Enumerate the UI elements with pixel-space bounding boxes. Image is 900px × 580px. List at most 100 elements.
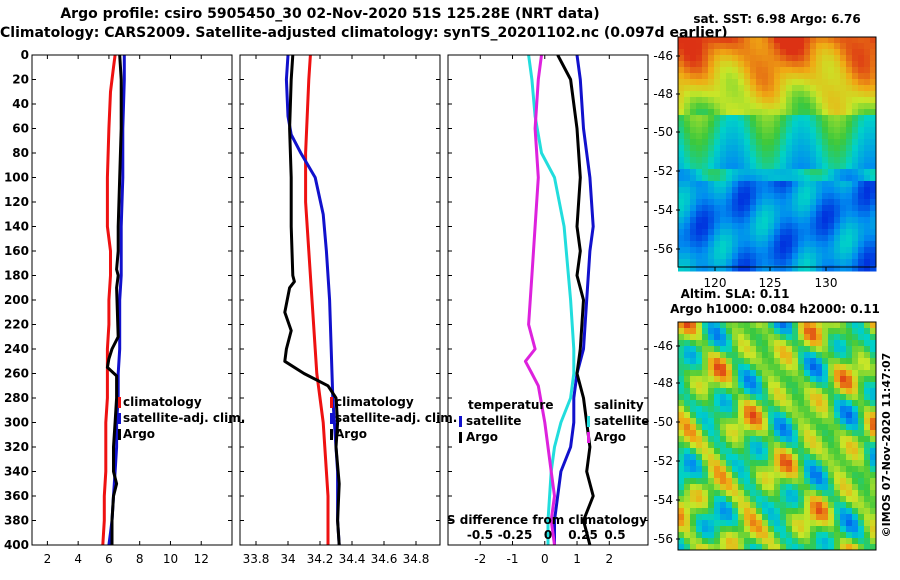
sla-cell [828,334,835,341]
sla-cell [852,496,859,503]
sst-cell [750,265,757,272]
sst-cell [798,139,805,146]
sla-cell [816,388,823,395]
sst-cell [726,265,733,272]
sst-cell [780,241,787,248]
sst-cell [870,229,877,236]
sst-cell [714,235,721,242]
sla-cell [732,370,739,377]
sst-cell [744,61,751,68]
sst-cell [792,145,799,152]
sst-cell [828,127,835,134]
sla-cell [780,388,787,395]
sla-cell [696,328,703,335]
sla-cell [732,394,739,401]
sla-cell [750,502,757,509]
sst-cell [798,91,805,98]
sst-cell [864,43,871,50]
sst-cell [702,139,709,146]
sst-cell [822,61,829,68]
sst-cell [852,61,859,68]
sst-cell [756,205,763,212]
sla-cell [870,388,877,395]
sla-cell [684,400,691,407]
sst-cell [792,187,799,194]
sla-cell [708,334,715,341]
sst-cell [738,127,745,134]
sst-cell [852,193,859,200]
sla-cell [828,454,835,461]
sla-cell [678,514,685,521]
sla-cell [678,484,685,491]
sst-cell [762,73,769,80]
sst-cell [768,181,775,188]
sst-cell [750,91,757,98]
sla-cell [858,514,865,521]
sst-cell [750,97,757,104]
sla-cell [840,358,847,365]
sla-cell [852,454,859,461]
sst-cell [768,97,775,104]
sst-cell [846,109,853,116]
sla-cell [774,478,781,485]
sla-cell [732,412,739,419]
sla-cell [732,496,739,503]
sla-cell [726,448,733,455]
sst-cell [804,73,811,80]
sst-cell [822,169,829,176]
sst-cell [684,103,691,110]
sst-cell [720,103,727,110]
sla-cell [720,490,727,497]
sst-cell [870,127,877,134]
sla-cell [822,358,829,365]
sst-cell [840,85,847,92]
sst-cell [810,241,817,248]
sla-cell [702,406,709,413]
sla-cell [864,388,871,395]
sst-cell [714,91,721,98]
sst-cell [738,259,745,266]
sst-cell [864,205,871,212]
sst-cell [696,85,703,92]
sst-cell [828,193,835,200]
sla-cell [696,424,703,431]
sla-cell [828,448,835,455]
sla-cell [792,364,799,371]
sla-cell [792,514,799,521]
sla-cell [720,484,727,491]
sla-cell [858,544,865,551]
legend-label: satellite [466,414,521,428]
sla-cell [798,346,805,353]
sla-cell [750,424,757,431]
sla-cell [756,340,763,347]
sla-cell [858,388,865,395]
sst-cell [732,241,739,248]
sla-cell [678,436,685,443]
sla-cell [834,478,841,485]
sla-cell [762,424,769,431]
sla-cell [864,544,871,551]
sst-cell [858,103,865,110]
sla-cell [714,472,721,479]
sst-cell [798,157,805,164]
sla-cell [720,328,727,335]
sla-cell [762,442,769,449]
sla-cell [858,508,865,515]
sla-cell [732,382,739,389]
sst-cell [756,121,763,128]
sst-cell [684,223,691,230]
sla-cell [708,532,715,539]
sla-cell [756,322,763,329]
sla-cell [852,424,859,431]
sla-cell [744,496,751,503]
sla-cell [804,448,811,455]
sla-cell [822,346,829,353]
sst-cell [720,97,727,104]
sla-cell [870,508,877,515]
sla-cell [690,490,697,497]
sst-cell [768,247,775,254]
sst-cell [786,175,793,182]
sst-cell [726,211,733,218]
sst-cell [708,67,715,74]
sla-cell [726,532,733,539]
